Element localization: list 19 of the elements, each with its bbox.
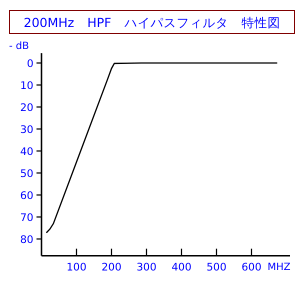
y-tick-label: 70 [20, 212, 34, 224]
x-tick-label: 600 [241, 262, 262, 274]
x-tick-label: 200 [101, 262, 122, 274]
chart-title: 200MHz HPF ハイパスフィルタ 特性図 [24, 15, 280, 30]
x-tick-label: 500 [206, 262, 227, 274]
y-tick-label: 40 [20, 146, 34, 158]
x-tick-label: 300 [136, 262, 157, 274]
y-tick-label: 30 [20, 124, 34, 136]
x-tick-label: 400 [171, 262, 192, 274]
line-series [46, 62, 278, 234]
y-axis-title: - dB [9, 41, 30, 52]
y-tick-label: 50 [20, 168, 34, 180]
x-axis-title: MHZ [268, 262, 291, 273]
y-tick-label: 10 [20, 80, 34, 92]
x-tick-label: 100 [66, 262, 87, 274]
y-tick-label: 80 [20, 234, 34, 246]
y-tick-label: 0 [26, 58, 34, 70]
y-tick-label: 60 [20, 190, 34, 202]
y-tick-label: 20 [20, 102, 34, 114]
